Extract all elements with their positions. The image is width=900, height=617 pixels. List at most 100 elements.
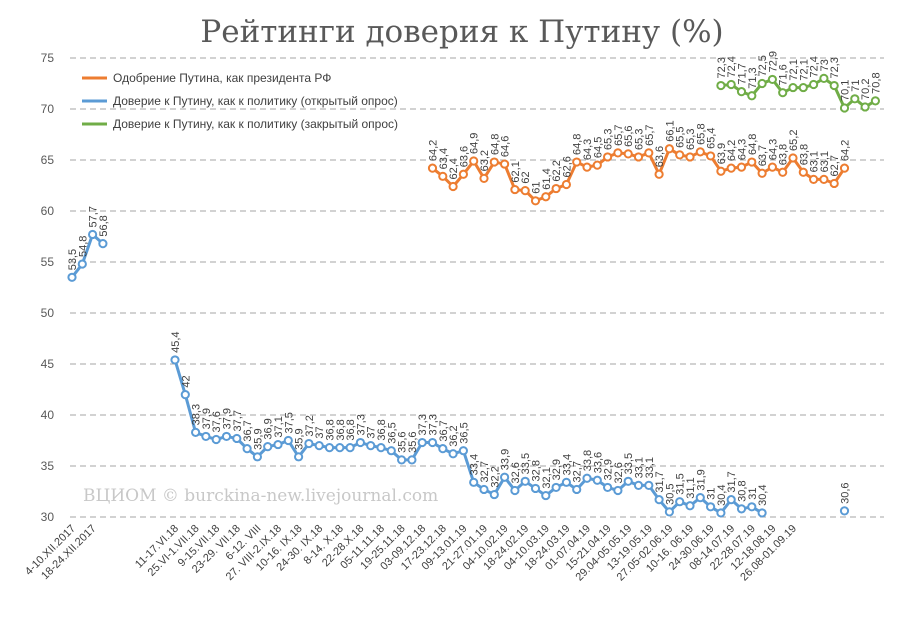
y-tick-label: 55 <box>41 255 55 269</box>
data-point <box>170 355 180 365</box>
data-point <box>273 439 283 450</box>
data-label: 63,4 <box>438 148 450 169</box>
data-label: 64,2 <box>428 140 440 161</box>
data-point <box>252 452 262 462</box>
data-point <box>458 446 468 456</box>
data-labels: 64,263,462,463,664,963,264,864,662,16261… <box>67 51 882 506</box>
series-layer <box>67 73 881 518</box>
data-label: 33,9 <box>500 449 512 470</box>
data-label: 65,2 <box>788 130 800 151</box>
data-point <box>397 455 407 465</box>
data-label: 31 <box>706 488 718 500</box>
data-point <box>716 80 726 91</box>
data-label: 53,5 <box>67 249 79 270</box>
data-label: 70,8 <box>870 72 882 93</box>
data-point <box>561 179 572 190</box>
data-point <box>191 427 201 437</box>
data-point <box>324 443 335 453</box>
y-axis-tick-labels: 30 35 40 45 50 55 60 65 70 75 <box>41 51 55 524</box>
data-point <box>757 168 767 178</box>
data-point <box>726 163 736 173</box>
legend-entry: Одобрение Путина, как президента РФ <box>113 71 331 85</box>
data-label: 33,4 <box>561 454 573 475</box>
data-label: 32,9 <box>551 459 563 480</box>
data-label: 64,2 <box>840 140 852 161</box>
data-label: 45,4 <box>170 331 182 352</box>
data-label: 37 <box>366 426 378 438</box>
data-label: 73 <box>819 59 831 71</box>
data-point <box>736 504 747 514</box>
data-label: 72,3 <box>716 57 728 78</box>
y-tick-label: 30 <box>41 510 55 524</box>
data-label: 36,8 <box>345 419 357 440</box>
data-label: 37,3 <box>428 414 440 435</box>
data-label: 36,8 <box>376 419 388 440</box>
data-label: 31,9 <box>695 469 707 490</box>
data-point <box>541 490 551 501</box>
data-point <box>510 184 520 195</box>
data-label: 33,6 <box>592 452 604 473</box>
data-point <box>221 431 232 442</box>
series-line <box>173 359 763 515</box>
data-point <box>88 229 98 240</box>
data-label: 37,9 <box>222 408 234 429</box>
legend: Одобрение Путина, как президента РФ Довер… <box>82 71 398 131</box>
data-point <box>850 94 860 104</box>
data-label: 64,9 <box>469 133 481 154</box>
data-label: 63,2 <box>479 150 491 171</box>
data-point <box>675 150 685 160</box>
data-point <box>572 157 582 167</box>
y-tick-label: 65 <box>41 153 55 167</box>
data-label: 54,8 <box>77 236 89 257</box>
data-label: 37,3 <box>355 414 367 435</box>
data-label: 63,6 <box>458 146 470 167</box>
data-label: 33,4 <box>469 454 481 475</box>
data-point <box>366 441 376 451</box>
data-point <box>355 437 365 448</box>
data-label: 65,5 <box>675 126 687 147</box>
data-point <box>757 78 767 89</box>
data-point <box>67 272 77 282</box>
data-point <box>438 171 448 181</box>
data-label: 36,9 <box>263 418 275 439</box>
data-point <box>427 437 438 448</box>
data-label: 30,5 <box>664 483 676 504</box>
data-point <box>819 73 829 84</box>
data-label: 65,4 <box>706 127 718 148</box>
data-label: 37,1 <box>273 416 285 437</box>
data-label: 36,7 <box>438 420 450 441</box>
data-label: 70,2 <box>860 79 872 100</box>
data-label: 62,4 <box>448 158 460 179</box>
data-point <box>572 484 582 495</box>
data-point <box>551 183 561 194</box>
data-label: 64,3 <box>737 139 749 160</box>
data-label: 72,1 <box>798 59 810 80</box>
data-point <box>283 435 293 446</box>
data-point <box>706 151 716 161</box>
data-point <box>788 82 798 93</box>
data-label: 36,5 <box>386 422 398 443</box>
legend-entry: Доверие к Путину, как к политику (открыт… <box>113 94 398 108</box>
grid-lines <box>70 57 884 518</box>
data-point <box>500 472 510 482</box>
data-point <box>644 148 654 158</box>
data-point <box>479 173 489 183</box>
data-label: 36,7 <box>242 420 254 441</box>
data-point <box>747 157 757 167</box>
data-point <box>263 442 273 452</box>
data-label: 62,7 <box>829 155 841 176</box>
data-label: 33,5 <box>623 453 635 474</box>
data-label: 37,5 <box>283 412 295 433</box>
data-label: 56,8 <box>98 215 110 236</box>
data-label: 31 <box>747 488 759 500</box>
data-point <box>294 452 304 462</box>
data-label: 32,1 <box>541 467 553 488</box>
data-label: 65,3 <box>603 129 615 150</box>
data-label: 38,3 <box>191 404 203 425</box>
data-label: 32,7 <box>572 461 584 482</box>
data-point <box>870 96 881 106</box>
data-point <box>180 390 190 400</box>
data-label: 37,3 <box>417 414 429 435</box>
